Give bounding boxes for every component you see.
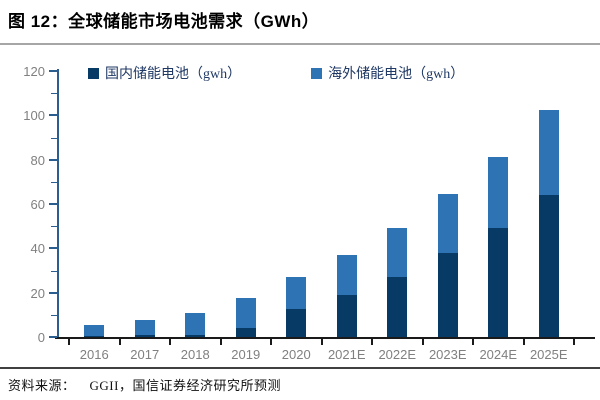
legend-swatch (311, 67, 323, 79)
title-divider (0, 43, 600, 45)
x-axis-category-label: 2023E (428, 347, 467, 362)
bar-segment (387, 228, 408, 278)
bar-segment (437, 252, 458, 337)
x-axis-category-label: 2019 (231, 347, 261, 362)
x-axis-category-label: 2020 (281, 347, 311, 362)
y-axis-tick (49, 203, 57, 205)
x-axis-tick (270, 339, 272, 345)
legend-item: 海外储能电池（gwh） (311, 63, 464, 83)
bar-segment (134, 334, 155, 337)
y-axis (57, 69, 59, 337)
y-axis-tick-label: 80 (30, 152, 45, 168)
x-axis-category-label: 2024E (479, 347, 518, 362)
legend-item: 国内储能电池（gwh） (88, 63, 241, 83)
bar-segment (488, 228, 509, 337)
source-label: 资料来源： (8, 378, 76, 393)
y-axis-tick-label: 0 (37, 330, 45, 345)
chart-area: 国内储能电池（gwh） 海外储能电池（gwh） 0 20 40 60 80 100 120 20… (0, 45, 600, 367)
y-axis-tick (51, 137, 57, 139)
x-axis-category-label: 2016 (79, 347, 109, 362)
y-axis-tick (49, 247, 57, 250)
y-axis-tick (49, 158, 57, 161)
x-axis-category-label: 2022E (378, 347, 417, 362)
plot-area: 0 20 40 60 80 100 120 2016 2017 2018 2019 2020 2021E… (23, 64, 595, 362)
bar-segment (488, 157, 509, 229)
bar-segment (185, 334, 206, 337)
x-axis-tick (169, 339, 171, 345)
x-axis (55, 337, 595, 339)
bar-segment (538, 109, 559, 196)
footer-divider (0, 367, 600, 369)
bar-segment (286, 277, 307, 310)
x-axis-tick (421, 339, 424, 345)
figure-header: 图 12：全球储能市场电池需求（GWh） (0, 0, 600, 35)
x-axis-tick (68, 339, 70, 345)
bar-segment (84, 324, 105, 336)
bar-segment (235, 328, 256, 337)
x-axis-category-label: 2017 (130, 347, 160, 362)
y-axis-tick (49, 114, 57, 117)
y-axis-tick (51, 93, 57, 95)
legend-label: 国内储能电池（gwh） (105, 67, 242, 82)
bar-segment (185, 312, 206, 335)
bar-segment (336, 255, 357, 295)
bar-segment (538, 195, 559, 337)
bar-segment (336, 294, 357, 337)
y-axis-tick-label: 20 (30, 285, 45, 301)
x-axis-category-label: 2021E (327, 347, 366, 362)
bar-segment (235, 298, 256, 329)
x-axis-category-label: 2025E (529, 347, 568, 362)
y-axis-tick (49, 291, 57, 294)
y-axis-tick-label: 120 (23, 64, 45, 79)
y-axis-tick (51, 226, 57, 228)
y-axis-tick-label: 60 (30, 197, 45, 212)
y-axis-tick-label: 100 (23, 108, 45, 124)
x-axis-tick (573, 339, 575, 345)
bar-segment (84, 335, 105, 337)
chart-legend: 国内储能电池（gwh） 海外储能电池（gwh） (88, 63, 464, 83)
bar-segment (286, 309, 307, 337)
y-axis-tick (51, 314, 57, 316)
y-axis-tick (51, 270, 57, 272)
x-axis-category-label: 2018 (180, 347, 210, 362)
y-axis-tick (51, 181, 57, 183)
x-axis-tick (118, 339, 121, 345)
bar-segment (387, 277, 408, 337)
y-axis-tick (49, 336, 57, 338)
legend-swatch (88, 67, 99, 79)
x-axis-tick (371, 339, 373, 345)
x-axis-tick (219, 339, 222, 345)
x-axis-tick (472, 339, 474, 345)
source-note: 资料来源： GGII，国信证券经济研究所预测 (0, 369, 600, 400)
x-axis-tick (320, 339, 323, 345)
y-axis-tick-label: 40 (30, 241, 45, 257)
x-axis-tick (522, 339, 525, 345)
y-axis-tick (49, 70, 57, 72)
figure-title: 图 12：全球储能市场电池需求（GWh） (8, 12, 320, 31)
bar-segment (437, 194, 458, 253)
bar-segment (134, 320, 155, 335)
legend-label: 海外储能电池（gwh） (328, 67, 465, 82)
source-text: GGII，国信证券经济研究所预测 (89, 378, 281, 393)
